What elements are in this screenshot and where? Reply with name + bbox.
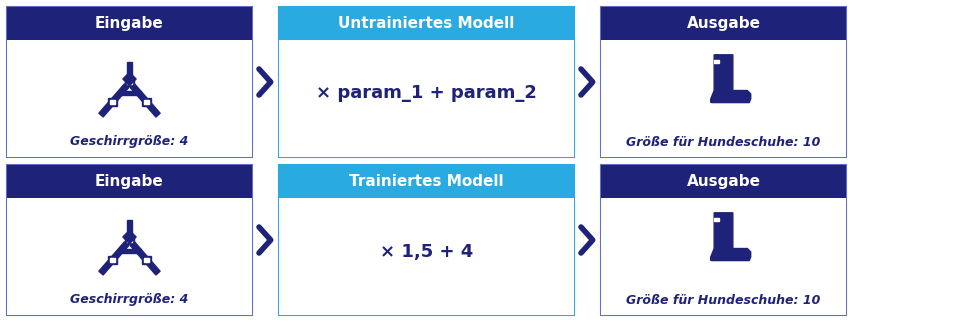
FancyBboxPatch shape: [279, 7, 574, 40]
FancyBboxPatch shape: [7, 165, 252, 198]
FancyBboxPatch shape: [601, 7, 846, 40]
FancyBboxPatch shape: [601, 40, 846, 157]
Text: Ausgabe: Ausgabe: [686, 174, 760, 189]
Text: Ausgabe: Ausgabe: [686, 16, 760, 31]
Polygon shape: [127, 220, 132, 237]
Polygon shape: [144, 100, 150, 104]
FancyBboxPatch shape: [7, 198, 252, 315]
Polygon shape: [108, 98, 118, 106]
Polygon shape: [98, 242, 128, 275]
Text: Eingabe: Eingabe: [96, 174, 164, 189]
Polygon shape: [144, 258, 150, 262]
Text: Größe für Hundeschuhe: 10: Größe für Hundeschuhe: 10: [626, 294, 820, 306]
FancyBboxPatch shape: [7, 40, 252, 157]
Polygon shape: [711, 257, 749, 260]
Text: × 1,5 + 4: × 1,5 + 4: [380, 243, 473, 261]
Text: Untrainiertes Modell: Untrainiertes Modell: [339, 16, 514, 31]
Polygon shape: [108, 256, 118, 264]
FancyBboxPatch shape: [7, 7, 252, 40]
Polygon shape: [714, 60, 719, 63]
Polygon shape: [130, 242, 160, 275]
Text: Eingabe: Eingabe: [96, 16, 164, 31]
Polygon shape: [98, 84, 128, 117]
FancyBboxPatch shape: [601, 198, 846, 315]
Polygon shape: [711, 55, 751, 102]
Polygon shape: [123, 230, 136, 244]
Polygon shape: [130, 84, 160, 117]
Polygon shape: [125, 79, 134, 86]
Polygon shape: [119, 91, 141, 95]
Text: Trainiertes Modell: Trainiertes Modell: [349, 174, 504, 189]
Polygon shape: [125, 237, 134, 244]
Text: × param_1 + param_2: × param_1 + param_2: [317, 84, 537, 102]
Polygon shape: [711, 213, 751, 260]
Polygon shape: [119, 249, 141, 253]
Polygon shape: [110, 258, 116, 262]
Polygon shape: [711, 99, 749, 102]
Polygon shape: [123, 72, 136, 86]
Text: Größe für Hundeschuhe: 10: Größe für Hundeschuhe: 10: [626, 135, 820, 148]
FancyBboxPatch shape: [601, 165, 846, 198]
Polygon shape: [127, 62, 132, 79]
Polygon shape: [142, 256, 152, 264]
Polygon shape: [127, 239, 132, 242]
FancyBboxPatch shape: [279, 165, 574, 198]
FancyBboxPatch shape: [279, 40, 574, 157]
Polygon shape: [127, 81, 132, 84]
Polygon shape: [714, 218, 719, 221]
Text: Geschirrgröße: 4: Geschirrgröße: 4: [70, 294, 189, 306]
FancyBboxPatch shape: [279, 198, 574, 315]
Text: Geschirrgröße: 4: Geschirrgröße: 4: [70, 135, 189, 148]
Polygon shape: [142, 98, 152, 106]
Polygon shape: [110, 100, 116, 104]
